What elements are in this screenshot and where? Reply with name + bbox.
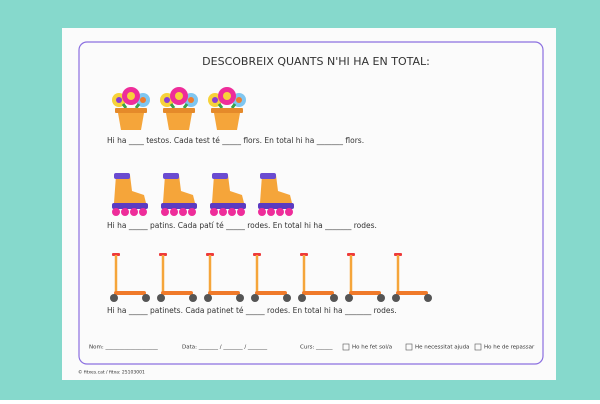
question: Hi ha _____ patins. Cada patí té _____ r… bbox=[107, 221, 377, 230]
checkbox[interactable] bbox=[474, 343, 482, 351]
checkbox[interactable] bbox=[342, 343, 350, 351]
question: Hi ha _____ patinets. Cada patinet té __… bbox=[107, 306, 397, 315]
check-label: He necessitat ajuda bbox=[415, 345, 469, 351]
check-label: Ho he de repassar bbox=[484, 345, 535, 351]
checkbox[interactable] bbox=[405, 343, 413, 351]
check-label: Ho he fet sol/a bbox=[352, 345, 392, 351]
question: Hi ha ____ testos. Cada test té _____ fl… bbox=[107, 136, 364, 145]
title: DESCOBREIX QUANTS N'HI HA EN TOTAL: bbox=[202, 55, 430, 68]
flower-pots bbox=[110, 85, 248, 132]
frame bbox=[78, 41, 544, 365]
course-field: Curs: ______ bbox=[300, 345, 333, 351]
date-field: Data: _______ / _______ / _______ bbox=[182, 345, 267, 351]
credit: © fitxes.cat / fitxa: 25103001 bbox=[78, 369, 145, 376]
name-field: Nom: ___________________ bbox=[89, 345, 158, 351]
